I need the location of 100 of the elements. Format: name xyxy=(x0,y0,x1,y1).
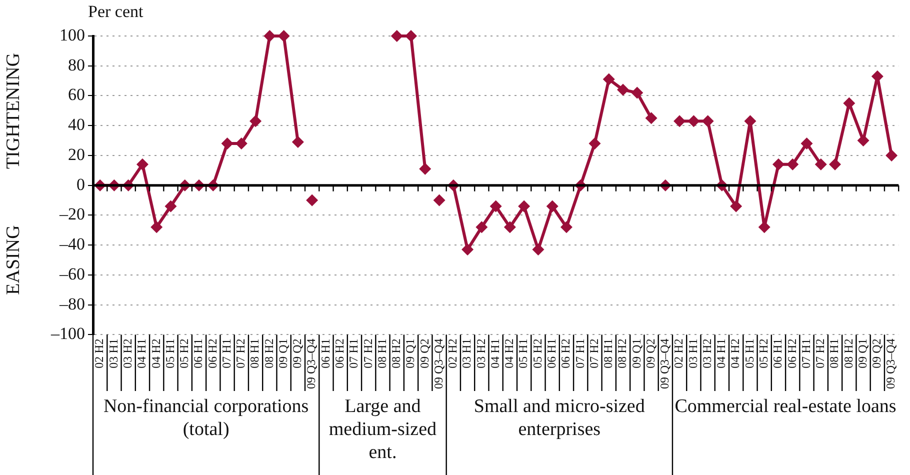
y-tick-label: –80 xyxy=(58,294,85,314)
x-tick-label: 07 H1 xyxy=(219,338,234,368)
x-tick-label: 05 H1 xyxy=(516,338,530,368)
point xyxy=(490,200,502,212)
x-tick-label: 05 H1 xyxy=(742,338,756,368)
x-tick-label: 08 H2 xyxy=(262,338,276,368)
x-tick-label: 09 Q3–Q4 xyxy=(658,338,672,390)
x-tick-label: 04 H2 xyxy=(148,338,163,368)
point xyxy=(814,158,827,170)
x-tick-label: 02 H2 xyxy=(672,338,686,368)
text: Non-financial corporations (total) xyxy=(102,395,310,441)
x-tick-label: 07 H2 xyxy=(586,338,601,368)
y-tick-label: 0 xyxy=(76,174,85,194)
x-tick-label: 08 H2 xyxy=(841,338,856,368)
x-tick-label: 09 Q1 xyxy=(629,338,644,368)
x-tick-label: 08 H2 xyxy=(615,338,630,368)
point xyxy=(631,86,644,99)
text: Large and medium-sized ent. xyxy=(328,395,438,464)
point xyxy=(674,115,686,128)
point xyxy=(518,200,530,212)
x-tick-label: 02 H2 xyxy=(92,338,106,368)
x-tick-label: 04 H1 xyxy=(714,338,728,368)
point xyxy=(390,30,403,42)
text: TIGHTENING xyxy=(3,52,26,169)
x-tick-label: 08 H1 xyxy=(374,338,389,368)
point xyxy=(730,200,742,212)
x-tick-label: 07 H2 xyxy=(234,338,248,368)
x-tick-label: 02 H2 xyxy=(446,338,460,368)
point xyxy=(433,194,446,206)
point xyxy=(504,221,516,234)
x-tick-label: 07 H1 xyxy=(798,338,813,368)
x-tick-label: 06 H2 xyxy=(784,338,799,368)
x-tick-label: 09 Q2 xyxy=(290,338,304,368)
x-tick-label: 03 H1 xyxy=(686,338,700,368)
y-tick-label: 100 xyxy=(60,25,85,44)
x-tick-label: 03 H2 xyxy=(474,338,488,368)
point xyxy=(546,200,558,212)
x-tick-label: 06 H1 xyxy=(318,338,332,368)
text: EASING xyxy=(2,225,25,295)
y-tick-label: –100 xyxy=(50,324,85,344)
point xyxy=(702,115,714,128)
y-tick-label: –20 xyxy=(58,204,85,224)
x-tick-label: 07 H1 xyxy=(346,338,361,368)
point xyxy=(602,73,615,86)
x-tick-label: 06 H1 xyxy=(770,338,785,368)
x-tick-label: 09 Q3–Q4 xyxy=(884,338,898,390)
x-tick-label: 05 H2 xyxy=(756,338,770,368)
x-tick-label: 09 Q1 xyxy=(276,338,290,368)
point xyxy=(645,112,658,124)
point xyxy=(278,30,290,42)
text: Commercial real-estate loans xyxy=(674,395,897,418)
x-tick-label: 08 H1 xyxy=(827,338,842,368)
x-tick-label: 09 Q2 xyxy=(870,338,884,368)
point xyxy=(164,200,177,212)
x-tick-label: 03 H1 xyxy=(460,338,474,368)
x-tick-label: 03 H1 xyxy=(106,338,120,368)
point xyxy=(462,244,474,256)
point xyxy=(886,149,898,162)
point xyxy=(829,158,842,170)
x-tick-label: 05 H2 xyxy=(530,338,544,368)
x-tick-label: 07 H2 xyxy=(360,338,375,368)
point xyxy=(843,97,856,110)
x-tick-label: 09 Q3–Q4 xyxy=(304,338,318,390)
x-tick-label: 06 H2 xyxy=(205,338,220,368)
point xyxy=(292,136,304,148)
x-tick-label: 04 H2 xyxy=(502,338,516,368)
x-tick-label: 08 H1 xyxy=(601,338,616,368)
x-tick-label: 04 H1 xyxy=(488,338,502,368)
point xyxy=(150,221,163,234)
point xyxy=(588,138,601,150)
x-tick-label: 09 Q1 xyxy=(403,338,418,368)
x-tick-label: 09 Q3–Q4 xyxy=(431,338,446,390)
x-tick-label: 04 H2 xyxy=(728,338,742,368)
x-tick-label: 06 H1 xyxy=(544,338,558,368)
text: Small and micro-sized enterprises xyxy=(472,395,646,441)
point xyxy=(250,115,262,128)
point xyxy=(772,158,784,170)
point xyxy=(857,134,870,147)
point xyxy=(419,162,432,175)
y-tick-label: 40 xyxy=(68,115,85,134)
y-tick-label: –60 xyxy=(58,264,85,284)
x-tick-label: 09 Q2 xyxy=(643,338,658,368)
x-tick-label: 09 Q2 xyxy=(417,338,432,368)
x-tick-label: 05 H1 xyxy=(162,338,177,368)
x-tick-label: 05 H2 xyxy=(177,338,192,368)
x-tick-label: 07 H2 xyxy=(813,338,828,368)
x-tick-label: 07 H1 xyxy=(572,338,587,368)
x-tick-label: 08 H2 xyxy=(389,338,404,368)
y-axis-title: Per cent xyxy=(88,2,144,22)
y-tick-label: –40 xyxy=(58,234,85,254)
x-tick-label: 08 H1 xyxy=(248,338,262,368)
point xyxy=(476,221,488,234)
x-tick-label: 03 H2 xyxy=(700,338,714,368)
point xyxy=(136,158,148,170)
x-tick-label: 09 Q1 xyxy=(855,338,870,368)
point xyxy=(221,138,234,150)
point xyxy=(617,84,630,96)
y-tick-label: 80 xyxy=(68,55,85,74)
point xyxy=(800,138,813,150)
x-tick-label: 03 H2 xyxy=(120,338,134,368)
